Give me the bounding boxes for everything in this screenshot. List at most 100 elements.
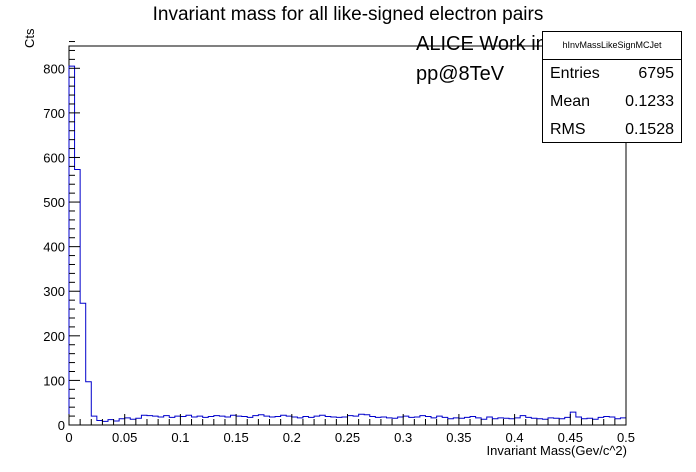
histogram-bin xyxy=(398,417,404,425)
histogram-bin xyxy=(386,418,392,425)
histogram-bin xyxy=(231,415,237,425)
y-tick-label: 400 xyxy=(43,240,65,255)
stats-row-entries: Entries 6795 xyxy=(543,60,681,88)
histogram-bin xyxy=(409,417,415,425)
histogram-bin xyxy=(342,417,348,425)
histogram-bin xyxy=(336,417,342,425)
histogram-bin xyxy=(180,417,186,425)
histogram-bin xyxy=(425,417,431,425)
histogram-bin xyxy=(581,419,587,425)
histogram-bin xyxy=(314,416,320,425)
histogram-bin xyxy=(615,419,621,425)
histogram-bin xyxy=(509,419,515,425)
histogram-bin xyxy=(537,419,543,425)
histogram-bin xyxy=(153,416,159,425)
histogram-bin xyxy=(559,419,565,425)
stats-row-rms: RMS 0.1528 xyxy=(543,116,681,144)
histogram-bin xyxy=(554,418,560,425)
histogram-bin xyxy=(476,418,482,425)
histogram-bin xyxy=(75,170,81,425)
y-tick-label: 300 xyxy=(43,284,65,299)
histogram-bin xyxy=(548,418,554,425)
histogram-bin xyxy=(414,417,420,425)
histogram-bin xyxy=(258,415,264,425)
y-tick-label: 200 xyxy=(43,329,65,344)
x-tick-label: 0.1 xyxy=(171,430,189,445)
histogram-bin xyxy=(325,417,331,425)
energy-annotation: pp@8TeV xyxy=(416,63,505,85)
histogram-bin xyxy=(102,421,108,425)
histogram-bin xyxy=(203,417,209,425)
histogram-bin xyxy=(331,417,337,425)
histogram-bin xyxy=(492,419,498,425)
histogram-bin xyxy=(292,417,298,425)
histogram-bin xyxy=(576,417,582,425)
histogram-bin xyxy=(515,418,521,425)
histogram-bin xyxy=(97,421,103,425)
histogram-bin xyxy=(242,417,248,425)
histogram-bin xyxy=(119,419,125,425)
histogram-bin xyxy=(370,417,376,425)
histogram-bin xyxy=(442,417,448,425)
histogram-bin xyxy=(531,418,537,425)
histogram-bin xyxy=(309,417,315,425)
y-tick-label: 0 xyxy=(58,418,65,433)
histogram-bin xyxy=(448,419,454,425)
histogram-bin xyxy=(353,416,359,425)
x-axis-label: Invariant Mass(Gev/c^2) xyxy=(486,443,627,458)
y-tick-label: 700 xyxy=(43,106,65,121)
histogram-bin xyxy=(270,417,276,425)
histogram-bin xyxy=(359,414,365,425)
histogram-bin xyxy=(169,417,175,425)
histogram-bin xyxy=(587,418,593,425)
histogram-bin xyxy=(158,417,164,425)
histogram-bin xyxy=(286,416,292,425)
histogram-bin xyxy=(520,416,526,425)
x-tick-label: 0.45 xyxy=(558,430,583,445)
histogram-bin xyxy=(481,419,487,425)
histogram-bin xyxy=(236,416,242,425)
histogram-bin xyxy=(197,416,203,425)
histogram-bin xyxy=(247,417,253,425)
histogram-bin xyxy=(320,415,326,425)
x-tick-label: 0.25 xyxy=(335,430,360,445)
histogram-bin xyxy=(80,303,86,425)
histogram-bin xyxy=(303,417,309,425)
histogram-bin xyxy=(108,420,114,425)
histogram-bin xyxy=(437,416,443,425)
x-tick-label: 0.2 xyxy=(283,430,301,445)
stats-mean-label: Mean xyxy=(550,93,591,110)
histogram-bin xyxy=(542,419,548,425)
histogram-bin xyxy=(130,419,136,425)
histogram-bin xyxy=(264,416,270,425)
histogram-bin xyxy=(275,417,281,425)
histogram-bin xyxy=(503,418,509,425)
stats-entries-label: Entries xyxy=(550,65,600,82)
x-tick-label: 0.15 xyxy=(223,430,248,445)
x-tick-label: 0.5 xyxy=(617,430,635,445)
histogram-bin xyxy=(175,416,181,425)
histogram-bin xyxy=(208,417,214,425)
x-tick-label: 0.35 xyxy=(446,430,471,445)
x-tick-label: 0 xyxy=(65,430,72,445)
histogram-bin xyxy=(431,418,437,425)
histogram-bin xyxy=(147,416,153,425)
stats-rms-value: 0.1528 xyxy=(625,121,674,138)
histogram-bin xyxy=(136,418,142,425)
histogram-bin xyxy=(297,418,303,425)
x-tick-label: 0.05 xyxy=(112,430,137,445)
histogram-bin xyxy=(114,421,120,425)
histogram-bin xyxy=(498,418,504,425)
histogram-bin xyxy=(470,417,476,425)
histogram-bin xyxy=(214,416,220,425)
histogram-bin xyxy=(420,416,426,425)
y-tick-label: 100 xyxy=(43,373,65,388)
histogram-bin xyxy=(570,412,576,425)
stats-histogram-name: hInvMassLikeSignMCJet xyxy=(543,32,681,60)
y-tick-label: 500 xyxy=(43,195,65,210)
histogram-bin xyxy=(225,417,231,425)
stats-mean-value: 0.1233 xyxy=(625,93,674,110)
stats-rms-label: RMS xyxy=(550,121,586,138)
histogram-bin xyxy=(281,415,287,425)
